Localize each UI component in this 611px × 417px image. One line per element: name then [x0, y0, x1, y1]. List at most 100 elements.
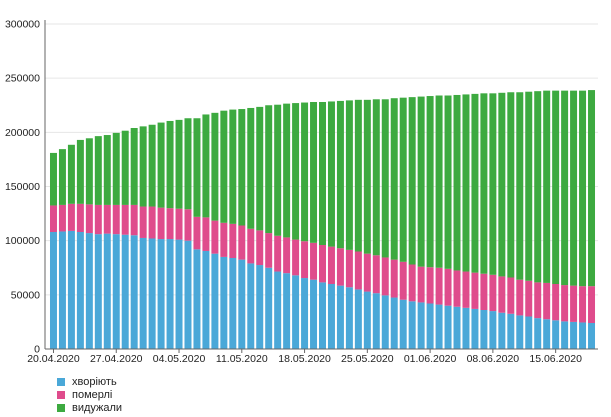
bar-segment	[462, 271, 470, 308]
bar-segment	[327, 284, 335, 349]
bar-segment	[139, 206, 147, 238]
bar-segment	[193, 118, 201, 217]
bar-segment	[175, 119, 183, 209]
bar-segment	[525, 280, 533, 317]
x-tick-label: 04.05.2020	[153, 353, 206, 365]
bar-segment	[193, 249, 201, 349]
bar-segment	[148, 238, 156, 349]
bar-segment	[453, 270, 461, 307]
bar-segment	[507, 277, 515, 314]
bar-segment	[94, 204, 102, 235]
bars	[49, 90, 596, 350]
bar-segment	[471, 272, 479, 309]
bar-segment	[175, 239, 183, 349]
bar-segment	[354, 289, 362, 349]
bar-segment	[435, 304, 443, 349]
bar-segment	[202, 114, 210, 218]
bar-segment	[444, 95, 452, 269]
bar-segment	[588, 286, 596, 323]
bar-segment	[381, 99, 389, 258]
x-tick-label: 25.05.2020	[341, 353, 394, 365]
bar-segment	[256, 106, 264, 231]
bar-segment	[381, 295, 389, 350]
y-tick-label: 200000	[5, 127, 40, 139]
bar-segment	[462, 94, 470, 272]
y-tick-labels: 0 50000 100000 150000 200000 250000 300000	[5, 19, 40, 356]
bar-segment	[543, 90, 551, 283]
legend-swatch	[57, 403, 65, 412]
bar-segment	[363, 99, 371, 254]
bar-segment	[489, 274, 497, 312]
bar-segment	[480, 310, 488, 349]
bar-segment	[274, 235, 282, 272]
bar-segment	[58, 231, 66, 349]
bar-segment	[310, 242, 318, 280]
bar-segment	[49, 152, 57, 206]
bar-segment	[570, 90, 578, 286]
legend-item: видужали	[57, 401, 122, 414]
bar-segment	[543, 282, 551, 320]
bar-segment	[292, 275, 300, 349]
bar-segment	[67, 230, 75, 349]
legend-item: хворіють	[57, 375, 122, 388]
bar-segment	[103, 204, 111, 234]
bar-segment	[390, 259, 398, 298]
bar-segment	[471, 93, 479, 273]
bar-segment	[480, 273, 488, 310]
bar-segment	[94, 234, 102, 349]
bar-segment	[265, 105, 273, 234]
bar-segment	[399, 261, 407, 300]
bar-segment	[399, 97, 407, 262]
bar-segment	[283, 103, 291, 238]
bar-segment	[310, 279, 318, 349]
bar-segment	[85, 204, 93, 234]
bar-segment	[480, 93, 488, 274]
bar-segment	[417, 302, 425, 349]
bar-segment	[399, 299, 407, 349]
legend-swatch	[57, 377, 65, 386]
bar-segment	[462, 307, 470, 349]
bar-segment	[148, 206, 156, 239]
bar-segment	[166, 120, 174, 209]
bar-segment	[184, 240, 192, 349]
bar-segment	[175, 208, 183, 240]
bar-segment	[76, 139, 84, 204]
bar-segment	[354, 251, 362, 290]
bar-segment	[49, 205, 57, 232]
bar-segment	[292, 239, 300, 276]
bar-segment	[184, 118, 192, 210]
bar-segment	[408, 301, 416, 349]
bar-segment	[121, 234, 129, 349]
bar-segment	[121, 130, 129, 205]
bar-segment	[381, 257, 389, 296]
x-tick-label: 08.06.2020	[467, 353, 520, 365]
bar-segment	[319, 245, 326, 283]
legend-swatch	[57, 390, 65, 399]
bar-segment	[130, 204, 138, 236]
bar-segment	[283, 273, 291, 349]
bar-segment	[345, 287, 353, 349]
bar-segment	[85, 233, 93, 349]
legend-label: хворіють	[72, 375, 117, 388]
bar-segment	[166, 239, 174, 349]
bar-segment	[471, 308, 479, 349]
bar-segment	[543, 319, 551, 349]
legend: хворіють померлі видужали	[57, 375, 122, 414]
bar-segment	[94, 136, 102, 205]
bar-segment	[247, 228, 255, 264]
bar-segment	[157, 122, 165, 208]
bar-segment	[265, 233, 273, 268]
bar-segment	[274, 271, 282, 349]
bar-segment	[157, 239, 165, 349]
bar-segment	[498, 92, 506, 277]
x-tick-label: 01.06.2020	[404, 353, 457, 365]
x-tick-label: 20.04.2020	[27, 353, 80, 365]
bar-segment	[166, 208, 174, 240]
x-tick-label: 15.06.2020	[529, 353, 582, 365]
bar-segment	[247, 263, 255, 349]
bar-segment	[301, 241, 309, 279]
bar-segment	[67, 144, 75, 204]
y-tick-label: 150000	[5, 181, 40, 193]
bar-segment	[345, 249, 353, 288]
